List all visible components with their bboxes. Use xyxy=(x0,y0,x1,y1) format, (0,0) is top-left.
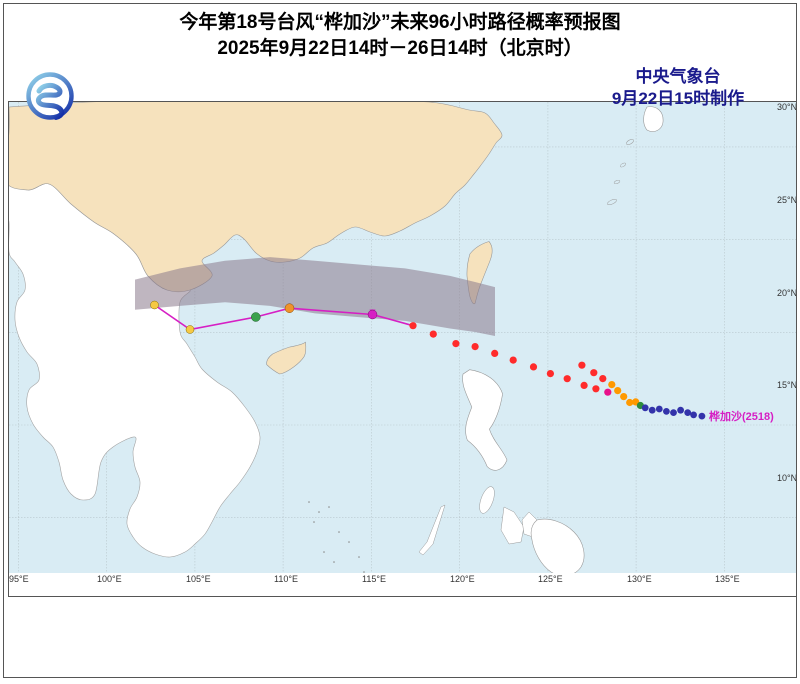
svg-text:桦加沙(2518): 桦加沙(2518) xyxy=(708,409,774,423)
